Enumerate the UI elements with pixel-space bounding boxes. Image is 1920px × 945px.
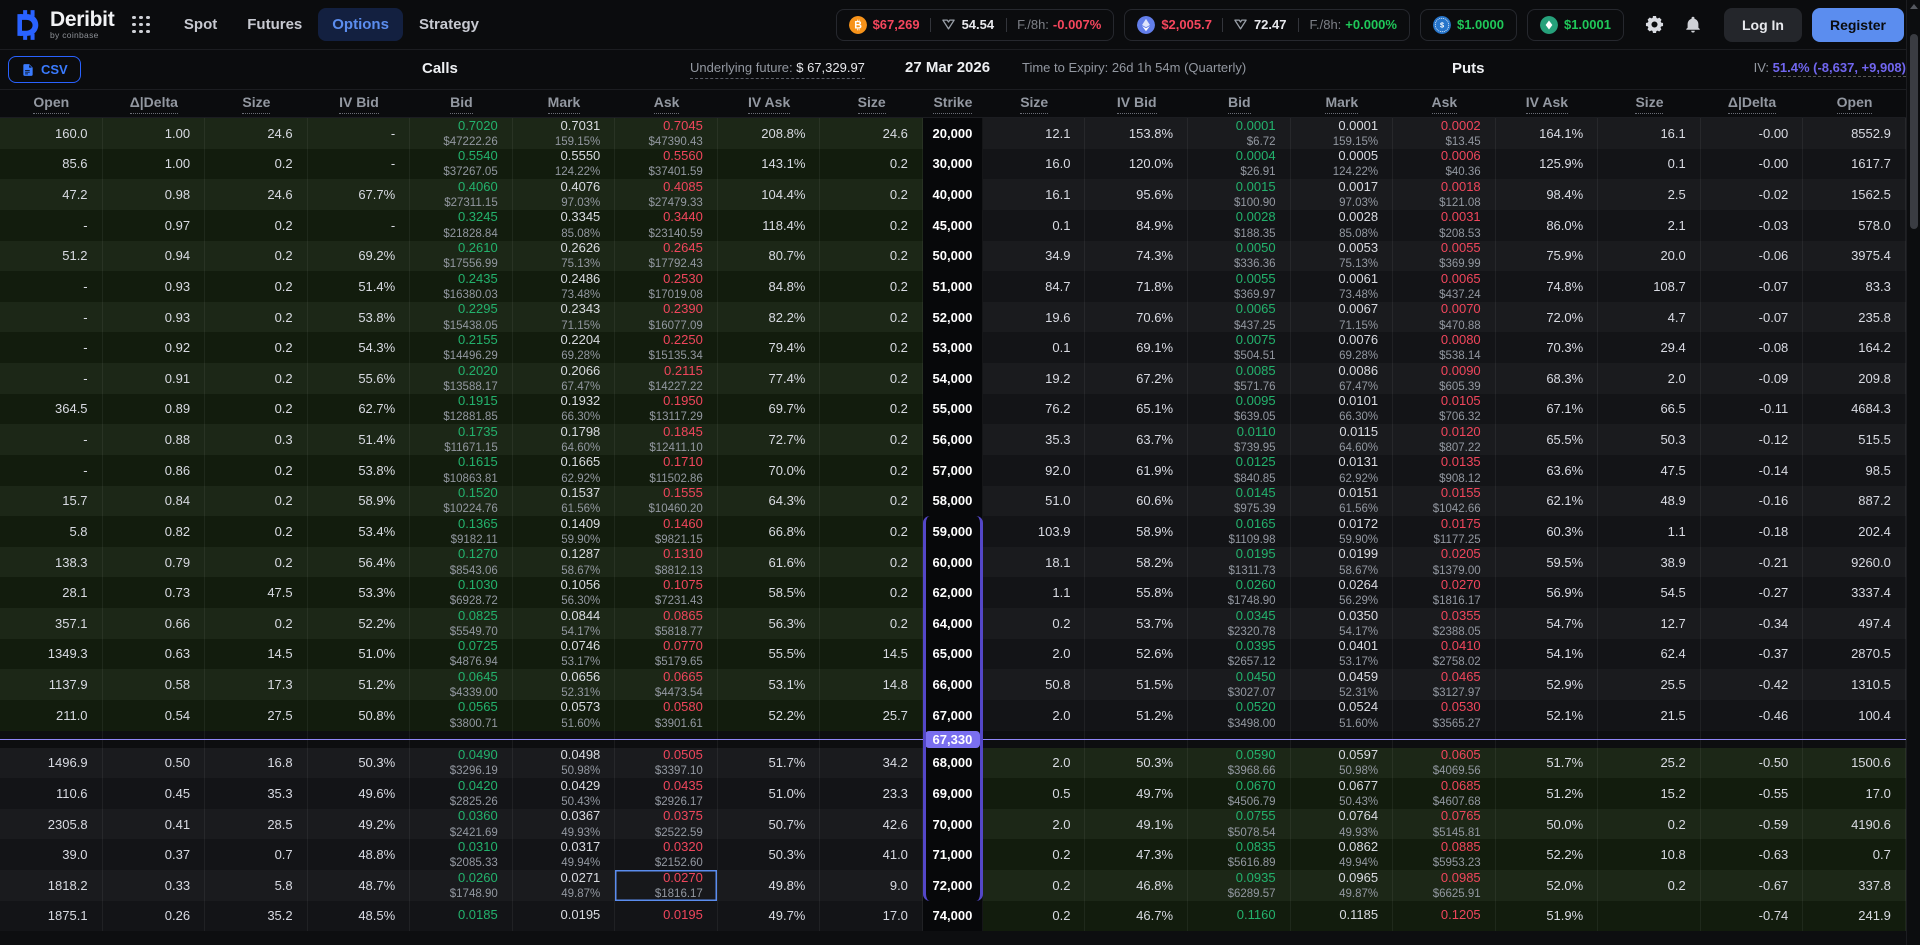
svg-text:$: $ <box>1440 20 1444 29</box>
svg-text:B: B <box>854 19 862 31</box>
